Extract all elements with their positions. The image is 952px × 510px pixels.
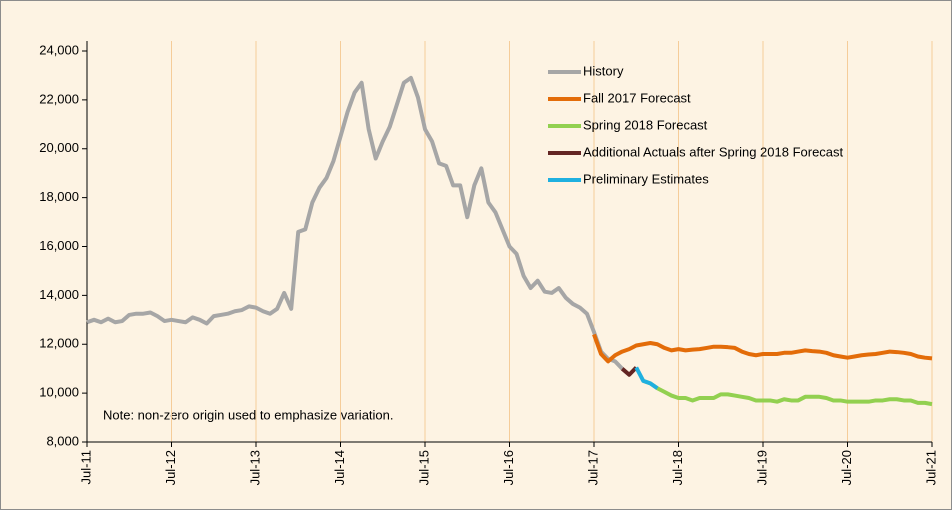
y-tick-label: 12,000 <box>39 336 79 351</box>
note: Note: non-zero origin used to emphasize … <box>103 407 394 422</box>
y-tick-label: 18,000 <box>39 189 79 204</box>
x-tick-label: Jul-16 <box>501 450 516 485</box>
x-tick-label: Jul-11 <box>78 450 93 484</box>
legend-label: Additional Actuals after Spring 2018 For… <box>583 144 844 159</box>
legend-label: Fall 2017 Forecast <box>583 90 691 105</box>
y-tick-label: 22,000 <box>39 91 79 106</box>
legend-label: History <box>583 63 624 78</box>
y-tick-label: 14,000 <box>39 287 79 302</box>
x-tick-label: Jul-17 <box>585 450 600 485</box>
x-tick-label: Jul-21 <box>923 450 938 485</box>
y-tick-label: 20,000 <box>39 140 79 155</box>
x-tick-label: Jul-14 <box>332 450 347 485</box>
line <box>634 366 659 390</box>
x-tick-label: Jul-18 <box>670 450 685 485</box>
line <box>86 75 624 371</box>
line <box>642 379 933 407</box>
legend-label: Spring 2018 Forecast <box>583 117 708 132</box>
line <box>592 333 933 364</box>
legend-label: Preliminary Estimates <box>583 171 709 186</box>
y-tick-label: 8,000 <box>46 433 79 448</box>
line <box>620 366 638 377</box>
x-tick-label: Jul-12 <box>163 450 178 485</box>
x-tick-label: Jul-13 <box>247 450 262 485</box>
y-tick-label: 10,000 <box>39 385 79 400</box>
x-tick-label: Jul-19 <box>754 450 769 485</box>
x-tick-label: Jul-20 <box>839 450 854 485</box>
x-tick-label: Jul-15 <box>416 450 431 485</box>
y-tick-label: 16,000 <box>39 238 79 253</box>
y-tick-label: 24,000 <box>39 42 79 57</box>
